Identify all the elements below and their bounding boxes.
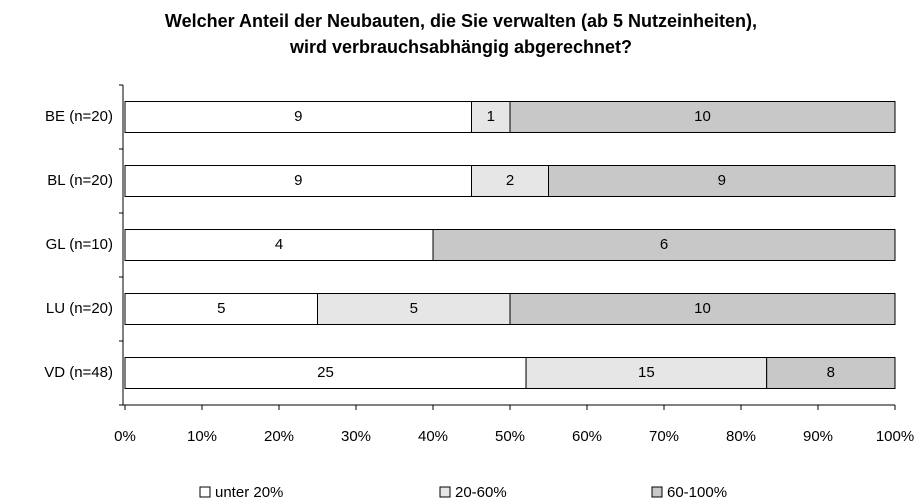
x-tick-label: 80% xyxy=(726,428,756,445)
y-tick-label: LU (n=20) xyxy=(46,300,113,317)
data-label: 8 xyxy=(827,364,835,381)
chart-title: wird verbrauchsabhängig abgerechnet? xyxy=(289,37,632,57)
x-tick-label: 60% xyxy=(572,428,602,445)
bar-segment xyxy=(509,101,896,133)
data-label: 10 xyxy=(694,108,711,125)
data-label: 15 xyxy=(638,364,655,381)
x-tick-label: 100% xyxy=(876,428,914,445)
x-tick-label: 40% xyxy=(418,428,448,445)
data-label: 6 xyxy=(660,236,668,253)
bar-segment xyxy=(124,293,318,325)
y-tick-label: VD (n=48) xyxy=(44,364,113,381)
x-tick-label: 20% xyxy=(264,428,294,445)
data-label: 9 xyxy=(718,172,726,189)
y-tick-label: BL (n=20) xyxy=(47,172,113,189)
bar-segment xyxy=(471,101,511,133)
data-label: 25 xyxy=(317,364,334,381)
data-label: 5 xyxy=(410,300,418,317)
x-tick-label: 70% xyxy=(649,428,679,445)
legend-swatch xyxy=(199,486,211,498)
legend-swatch xyxy=(439,486,451,498)
data-label: 5 xyxy=(217,300,225,317)
x-tick-label: 50% xyxy=(495,428,525,445)
data-label: 10 xyxy=(694,300,711,317)
data-label: 9 xyxy=(294,172,302,189)
x-tick-label: 10% xyxy=(187,428,217,445)
legend-label: unter 20% xyxy=(215,484,283,501)
chart-title: Welcher Anteil der Neubauten, die Sie ve… xyxy=(165,11,757,31)
bar-segment xyxy=(471,165,549,197)
bar-segment xyxy=(317,293,511,325)
data-label: 4 xyxy=(275,236,283,253)
x-tick-label: 30% xyxy=(341,428,371,445)
bar-segment xyxy=(766,357,896,389)
legend-label: 60-100% xyxy=(667,484,727,501)
y-tick-label: GL (n=10) xyxy=(46,236,113,253)
x-tick-label: 90% xyxy=(803,428,833,445)
legend-label: 20-60% xyxy=(455,484,507,501)
legend-swatch xyxy=(651,486,663,498)
y-tick-label: BE (n=20) xyxy=(45,108,113,125)
bar-segment xyxy=(432,229,896,261)
data-label: 9 xyxy=(294,108,302,125)
bar-segment xyxy=(548,165,896,197)
bar-segment xyxy=(509,293,896,325)
bar-segment xyxy=(124,101,472,133)
bar-segment xyxy=(124,229,434,261)
data-label: 1 xyxy=(487,108,495,125)
data-label: 2 xyxy=(506,172,514,189)
bar-segment xyxy=(124,165,472,197)
x-tick-label: 0% xyxy=(114,428,136,445)
